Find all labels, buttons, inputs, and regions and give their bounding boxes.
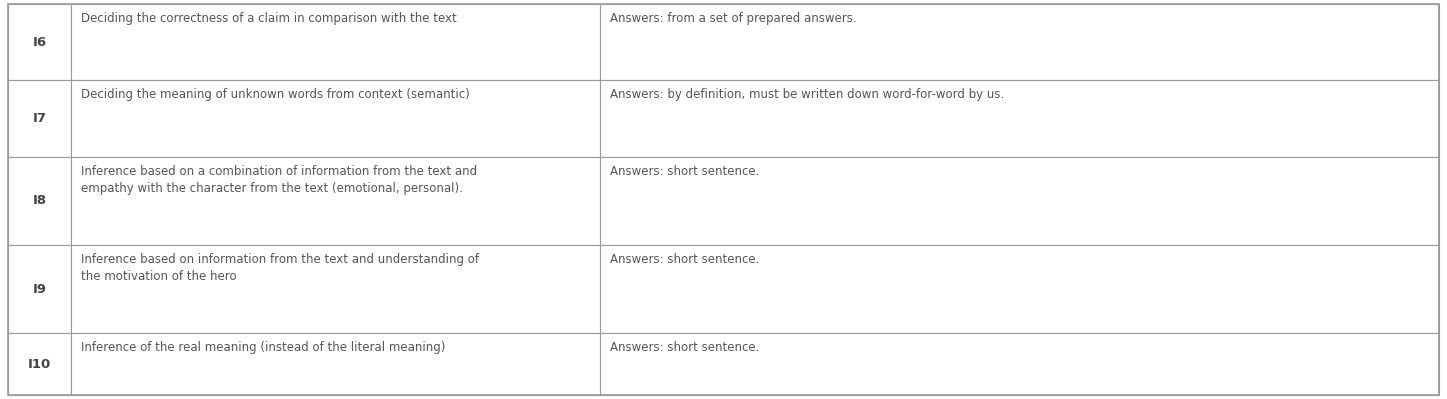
Bar — [71, 81, 601, 157]
Bar — [9, 333, 71, 395]
Bar — [9, 81, 71, 157]
Bar — [71, 333, 601, 395]
Text: Inference based on information from the text and understanding of
the motivation: Inference based on information from the … — [81, 253, 479, 283]
Bar — [601, 81, 1438, 157]
Text: I6: I6 — [32, 36, 46, 49]
Bar — [9, 157, 71, 245]
Text: Inference of the real meaning (instead of the literal meaning): Inference of the real meaning (instead o… — [81, 341, 446, 354]
Bar — [71, 4, 601, 81]
Text: Answers: short sentence.: Answers: short sentence. — [611, 341, 760, 354]
Text: I7: I7 — [32, 112, 46, 125]
Text: I10: I10 — [27, 358, 51, 371]
Text: Answers: by definition, must be written down word-for-word by us.: Answers: by definition, must be written … — [611, 89, 1004, 101]
Text: Answers: from a set of prepared answers.: Answers: from a set of prepared answers. — [611, 12, 857, 25]
Text: Deciding the correctness of a claim in comparison with the text: Deciding the correctness of a claim in c… — [81, 12, 457, 25]
Text: I9: I9 — [32, 282, 46, 296]
Text: I8: I8 — [32, 194, 46, 207]
Bar — [601, 157, 1438, 245]
Text: Answers: short sentence.: Answers: short sentence. — [611, 253, 760, 266]
Bar — [71, 245, 601, 333]
Bar — [71, 157, 601, 245]
Bar — [9, 4, 71, 81]
Text: Answers: short sentence.: Answers: short sentence. — [611, 165, 760, 178]
Text: Inference based on a combination of information from the text and
empathy with t: Inference based on a combination of info… — [81, 165, 478, 195]
Bar — [601, 245, 1438, 333]
Bar — [601, 4, 1438, 81]
Text: Deciding the meaning of unknown words from context (semantic): Deciding the meaning of unknown words fr… — [81, 89, 470, 101]
Bar — [601, 333, 1438, 395]
Bar — [9, 245, 71, 333]
